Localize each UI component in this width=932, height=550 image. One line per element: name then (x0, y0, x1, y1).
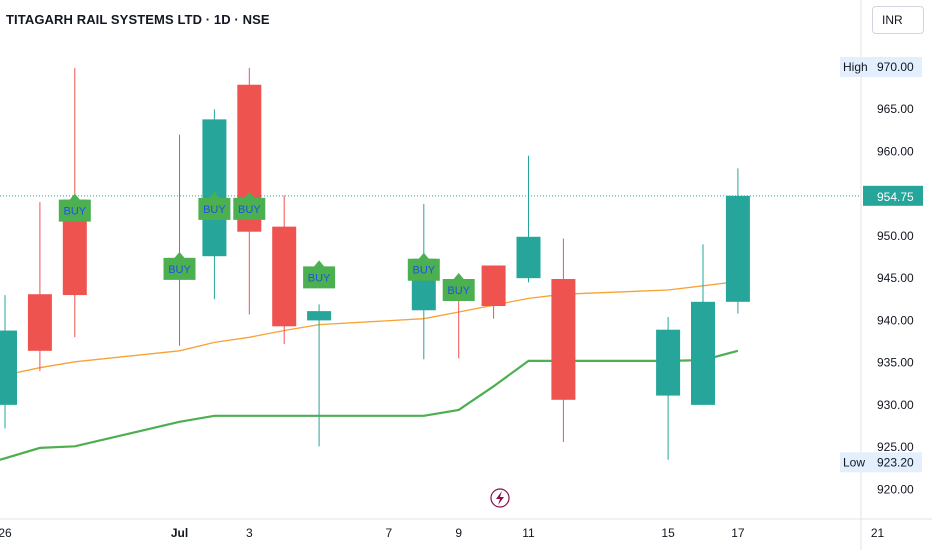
chart-title: TITAGARH RAIL SYSTEMS LTD · 1D · NSE (6, 12, 270, 27)
buy-signal: BUY (58, 193, 91, 222)
x-tick-label: 7 (386, 526, 393, 540)
buy-signal: BUY (407, 252, 440, 281)
high-label-text: High (843, 60, 868, 74)
buy-badge (407, 252, 440, 281)
moving-average-line (0, 349, 739, 461)
low-value-text: 923.20 (877, 455, 914, 469)
candle-body[interactable] (237, 84, 262, 232)
x-tick-label: 21 (871, 526, 885, 540)
candle-body[interactable] (202, 119, 227, 257)
last-price-text: 954.75 (877, 190, 914, 204)
buy-label: BUY (238, 204, 261, 216)
buy-signal: BUY (163, 251, 196, 280)
buy-label: BUY (447, 285, 470, 297)
x-tick-label: 3 (246, 526, 253, 540)
buy-label: BUY (63, 206, 86, 218)
candle-body[interactable] (656, 329, 681, 396)
buy-label: BUY (168, 264, 191, 276)
high-value-badge (868, 57, 922, 78)
buy-badge (233, 191, 266, 220)
currency-selector[interactable]: INR (872, 6, 924, 34)
candles[interactable] (0, 67, 750, 460)
y-tick-label: 960.00 (877, 144, 914, 158)
price-labels: 954.75 High 970.00 Low 923.20 (0, 57, 923, 508)
y-tick-label: 920.00 (877, 482, 914, 496)
y-tick-label: 930.00 (877, 398, 914, 412)
candle-body[interactable] (0, 330, 17, 405)
y-tick-label: 940.00 (877, 313, 914, 327)
buy-label: BUY (308, 272, 331, 284)
low-label-text: Low (843, 455, 865, 469)
buy-signal: BUY (303, 260, 336, 289)
buy-signal: BUY (442, 273, 475, 302)
buy-signals: BUY BUY BUY BUY BUY BUY BUY (58, 191, 475, 302)
x-tick-label: 11 (522, 526, 535, 540)
low-value-badge (868, 452, 922, 473)
buy-badge (198, 191, 231, 220)
moving-averages (0, 280, 739, 461)
candle-body[interactable] (516, 236, 541, 279)
buy-signal: BUY (198, 191, 231, 220)
buy-badge (163, 251, 196, 280)
buy-badge (442, 273, 475, 302)
candle-body[interactable] (307, 311, 332, 321)
x-tick-label: 15 (661, 526, 675, 540)
high-label-badge (840, 57, 868, 78)
buy-badge (303, 260, 336, 289)
x-tick-label: Jul (171, 526, 188, 540)
x-tick-label: 26 (0, 526, 12, 540)
candle-body[interactable] (551, 279, 576, 400)
x-tick-label: 17 (731, 526, 745, 540)
lightning-icon-bolt[interactable] (496, 491, 504, 505)
y-tick-label: 925.00 (877, 440, 914, 454)
buy-badge (58, 193, 91, 222)
candle-body[interactable] (691, 301, 715, 405)
buy-label: BUY (412, 265, 435, 277)
y-tick-label: 945.00 (877, 271, 914, 285)
y-tick-label: 950.00 (877, 229, 914, 243)
low-label-badge (840, 452, 868, 473)
high-value-text: 970.00 (877, 60, 914, 74)
last-price-badge (863, 185, 923, 206)
moving-average-line (0, 280, 738, 377)
candle-body[interactable] (27, 294, 52, 351)
candle-body[interactable] (481, 265, 506, 307)
x-tick-label: 9 (455, 526, 462, 540)
y-tick-label: 965.00 (877, 102, 914, 116)
candle-body[interactable] (272, 226, 297, 327)
y-tick-label: 935.00 (877, 356, 914, 370)
buy-signal: BUY (233, 191, 266, 220)
buy-label: BUY (203, 204, 226, 216)
candle-body[interactable] (725, 195, 750, 302)
lightning-icon[interactable] (490, 488, 510, 508)
